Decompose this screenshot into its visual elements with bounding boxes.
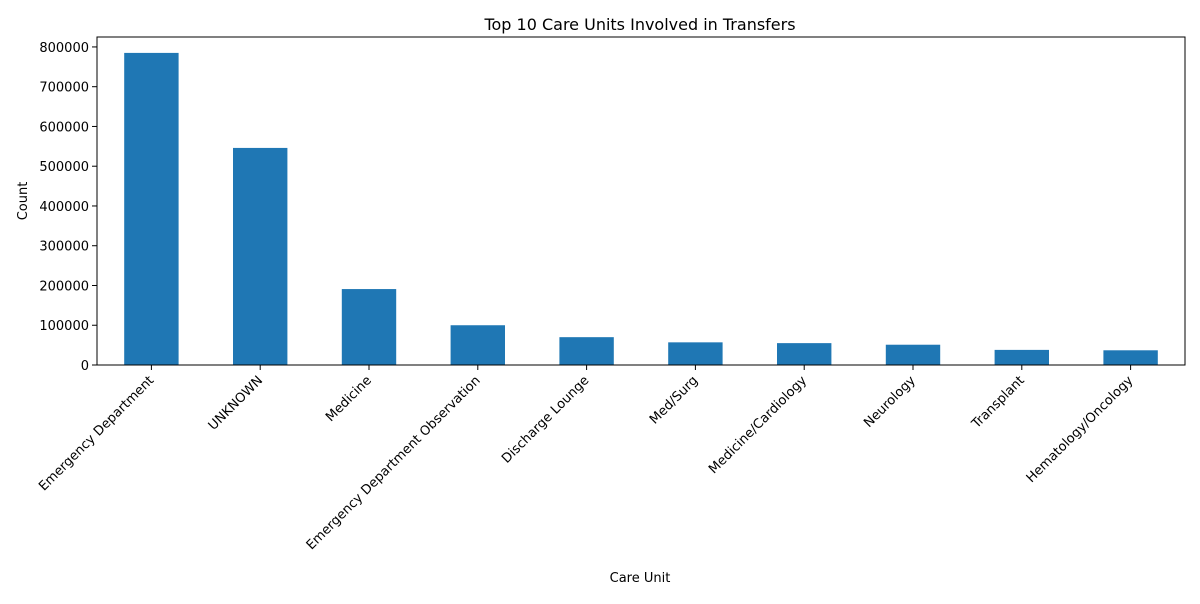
x-tick-label: Medicine/Cardiology [706, 373, 810, 477]
x-tick-label: Med/Surg [647, 373, 701, 427]
y-axis-ticks: 0 100000 200000 300000 400000 500000 600000 700… [39, 41, 97, 374]
x-axis-ticks: Emergency Department UNKNOWN MedicineEmerg… [36, 365, 1137, 553]
y-tick-label: 500000 [39, 160, 89, 175]
bar [777, 343, 832, 365]
bar [341, 289, 397, 365]
x-tick-label: Transplant [969, 373, 1028, 432]
x-tick-label: Hematology/Oncology [1024, 373, 1137, 486]
bar [559, 337, 614, 365]
x-tick-label: Medicine [323, 373, 375, 425]
bar [1103, 350, 1158, 365]
x-tick-label: Emergency Department [36, 373, 157, 494]
chart-title: Top 10 Care Units Involved in Transfers [483, 15, 795, 34]
y-tick-label: 0 [81, 359, 89, 374]
y-tick-label: 700000 [39, 81, 89, 96]
y-tick-label: 600000 [39, 120, 89, 135]
y-tick-label: 200000 [39, 279, 89, 294]
bar [233, 147, 288, 365]
y-axis-title: Count [16, 182, 31, 221]
y-tick-label: 300000 [39, 240, 89, 255]
x-tick-label: Discharge Lounge [499, 373, 592, 466]
x-tick-label: UNKNOWN [206, 373, 266, 433]
bars-layer [124, 52, 1158, 366]
y-tick-label: 100000 [39, 319, 89, 334]
bar [994, 349, 1049, 365]
bar [124, 52, 179, 366]
y-tick-label: 400000 [39, 200, 89, 215]
bar [450, 325, 505, 365]
x-tick-label: Neurology [861, 373, 919, 431]
x-tick-label: Emergency Department Observation [304, 373, 484, 553]
bar [668, 342, 723, 365]
x-axis-title: Care Unit [610, 571, 671, 586]
bar [885, 344, 941, 365]
y-tick-label: 800000 [39, 41, 89, 56]
plot-frame [96, 36, 1186, 366]
